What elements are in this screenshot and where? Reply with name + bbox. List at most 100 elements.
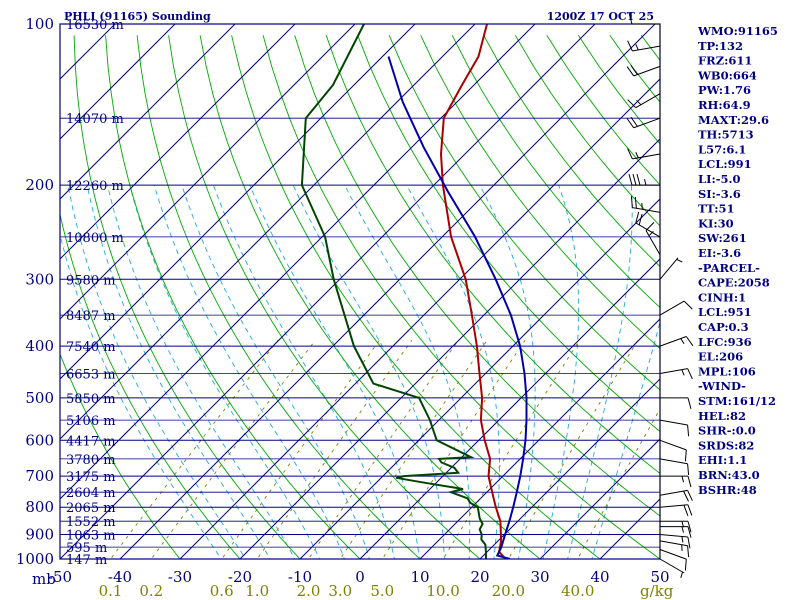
- wind-barb: [630, 196, 661, 213]
- moist-adiabat-line: [344, 184, 471, 559]
- wind-barb-full: [632, 173, 637, 186]
- stat-line: RH:64.9: [698, 98, 751, 112]
- wind-barb-staff: [659, 504, 688, 508]
- background-grid: [60, 24, 660, 559]
- height-label: 3175 m: [66, 470, 116, 485]
- pressure-tick-label: 600: [25, 431, 54, 449]
- stat-line: LI:-5.0: [698, 172, 741, 186]
- wind-barb: [635, 211, 661, 238]
- stat-line: -PARCEL-: [698, 261, 760, 275]
- wind-barb: [659, 336, 694, 347]
- height-label: 147 m: [66, 553, 107, 568]
- wind-barb: [627, 93, 661, 109]
- wind-barb: [626, 65, 661, 77]
- mixing-ratio-unit: g/kg: [640, 582, 674, 600]
- stat-line: -WIND-: [698, 379, 746, 393]
- moist-adiabat-line: [212, 184, 395, 559]
- wind-barb-full: [685, 336, 694, 347]
- temperature-tick-label: -20: [228, 568, 252, 586]
- wind-barb-full: [630, 196, 633, 208]
- height-label: 7540 m: [66, 340, 116, 355]
- mixing-ratio-line: [381, 339, 526, 559]
- stat-line: TP:132: [698, 39, 743, 53]
- dry-adiabats: [60, 35, 660, 559]
- moist-adiabat-line: [542, 184, 580, 559]
- dry-adiabat-line: [60, 352, 181, 559]
- wind-barb-full: [683, 504, 689, 516]
- isotherm-line: [479, 378, 660, 559]
- pressure-tick-label: 1000: [16, 550, 54, 568]
- isotherm-line: [60, 24, 356, 320]
- isotherm-line: [60, 24, 416, 380]
- temperature-tick-label: -30: [168, 568, 192, 586]
- wind-barb: [659, 540, 690, 558]
- stat-line: BRN:43.0: [698, 468, 760, 482]
- wind-barb-staff: [632, 153, 661, 160]
- wind-barb-staff: [659, 257, 679, 280]
- pressure-tick-label: 300: [25, 270, 54, 288]
- pressure-axis-labels: 1000 900 800 700 600 500 400 300 200 100 mb: [16, 15, 56, 588]
- wind-barb-staff: [659, 419, 688, 426]
- wind-barb-full: [626, 66, 635, 77]
- temperature-tick-label: -50: [48, 568, 72, 586]
- wind-barb: [659, 489, 693, 502]
- dry-adiabat-line: [262, 35, 660, 559]
- isotherm-line: [359, 258, 660, 559]
- isobars: [60, 24, 660, 559]
- wind-barb-staff: [633, 117, 661, 129]
- stat-line: SHR-:0.0: [698, 424, 756, 438]
- temperature-tick-label: 20: [470, 568, 489, 586]
- wind-barb-full: [628, 12, 633, 25]
- stat-line: MPL:106: [698, 364, 756, 378]
- wind-barbs: [626, 12, 694, 579]
- moist-adiabat-line: [60, 232, 222, 559]
- isotherm-line: [119, 24, 656, 559]
- dry-adiabat-line: [105, 35, 361, 559]
- wind-barb: [659, 300, 693, 316]
- wind-barb-staff: [659, 540, 688, 547]
- wind-barb-half: [644, 178, 647, 186]
- stat-line: PW:1.76: [698, 83, 751, 97]
- sounding-profiles: [300, 24, 528, 559]
- wind-barb-full: [626, 118, 635, 129]
- isotherm-line: [539, 438, 660, 559]
- wind-barb-half: [641, 203, 643, 210]
- wind-barb-staff: [635, 93, 661, 109]
- mixing-ratio-label: 40.0: [561, 582, 594, 600]
- mixing-ratio-labels: 0.1 0.2 0.6 1.0 2.0 3.0 5.0 10.0 20.0 40.0 g/kg: [99, 582, 674, 600]
- wind-barb-half: [681, 475, 684, 483]
- stat-line: L57:6.1: [698, 142, 746, 156]
- wind-barb-staff: [659, 439, 687, 451]
- wind-barb: [628, 12, 660, 25]
- wind-barb-full: [687, 536, 691, 549]
- height-label: 16530 m: [66, 18, 124, 33]
- wind-barb-full: [687, 463, 690, 476]
- wind-barb-staff: [635, 222, 661, 238]
- stat-line: KI:30: [698, 216, 734, 230]
- dry-adiabat-line: [199, 35, 541, 559]
- stat-line: TT:51: [698, 202, 735, 216]
- wind-barb-half: [636, 99, 642, 106]
- wind-barb-staff: [659, 549, 687, 560]
- dry-adiabat-line: [168, 35, 481, 559]
- stats-panel: WMO:91165TP:132FRZ:611WB0:664PW:1.76RH:6…: [697, 24, 778, 497]
- temperature-tick-label: -10: [288, 568, 312, 586]
- height-label: 14070 m: [66, 112, 124, 127]
- wind-barb-full: [628, 173, 633, 186]
- temperature-profile-line: [439, 24, 507, 559]
- mixing-ratio-label: 2.0: [297, 582, 321, 600]
- wind-barb: [627, 40, 661, 52]
- stat-line: SI:-3.6: [698, 187, 741, 201]
- mixing-ratio-label: 0.1: [99, 582, 123, 600]
- isotherm-line: [239, 138, 660, 559]
- dry-adiabat-line: [325, 35, 660, 475]
- dry-adiabat-line: [420, 35, 660, 350]
- height-label: 12260 m: [66, 179, 124, 194]
- height-label: 8487 m: [66, 309, 116, 324]
- wind-barb-staff: [659, 300, 685, 316]
- wind-barb-half: [681, 521, 684, 528]
- height-label: 5106 m: [66, 414, 116, 429]
- wind-barb-full: [683, 300, 693, 310]
